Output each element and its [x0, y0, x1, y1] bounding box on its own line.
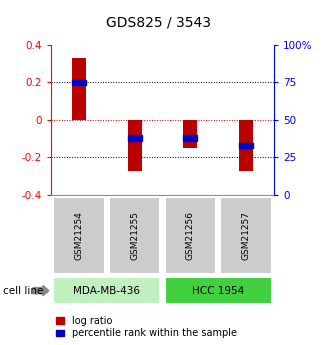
- Bar: [128, 120, 142, 170]
- Text: GDS825 / 3543: GDS825 / 3543: [106, 16, 211, 29]
- Bar: [220, 197, 272, 274]
- Text: GSM21256: GSM21256: [186, 211, 195, 260]
- Bar: [239, 143, 253, 148]
- Bar: [183, 120, 197, 148]
- Legend: log ratio, percentile rank within the sample: log ratio, percentile rank within the sa…: [56, 316, 237, 338]
- Bar: [109, 197, 160, 274]
- Bar: [72, 58, 86, 120]
- Text: MDA-MB-436: MDA-MB-436: [73, 286, 140, 296]
- Bar: [183, 135, 197, 140]
- Bar: [239, 120, 253, 170]
- Text: HCC 1954: HCC 1954: [192, 286, 244, 296]
- Bar: [165, 197, 216, 274]
- Text: cell line: cell line: [3, 286, 44, 296]
- Bar: [128, 135, 142, 140]
- Text: GSM21257: GSM21257: [242, 211, 250, 260]
- Bar: [53, 277, 160, 304]
- Text: GSM21255: GSM21255: [130, 211, 139, 260]
- Text: GSM21254: GSM21254: [75, 211, 83, 260]
- Bar: [72, 80, 86, 85]
- Bar: [53, 197, 105, 274]
- Bar: [165, 277, 272, 304]
